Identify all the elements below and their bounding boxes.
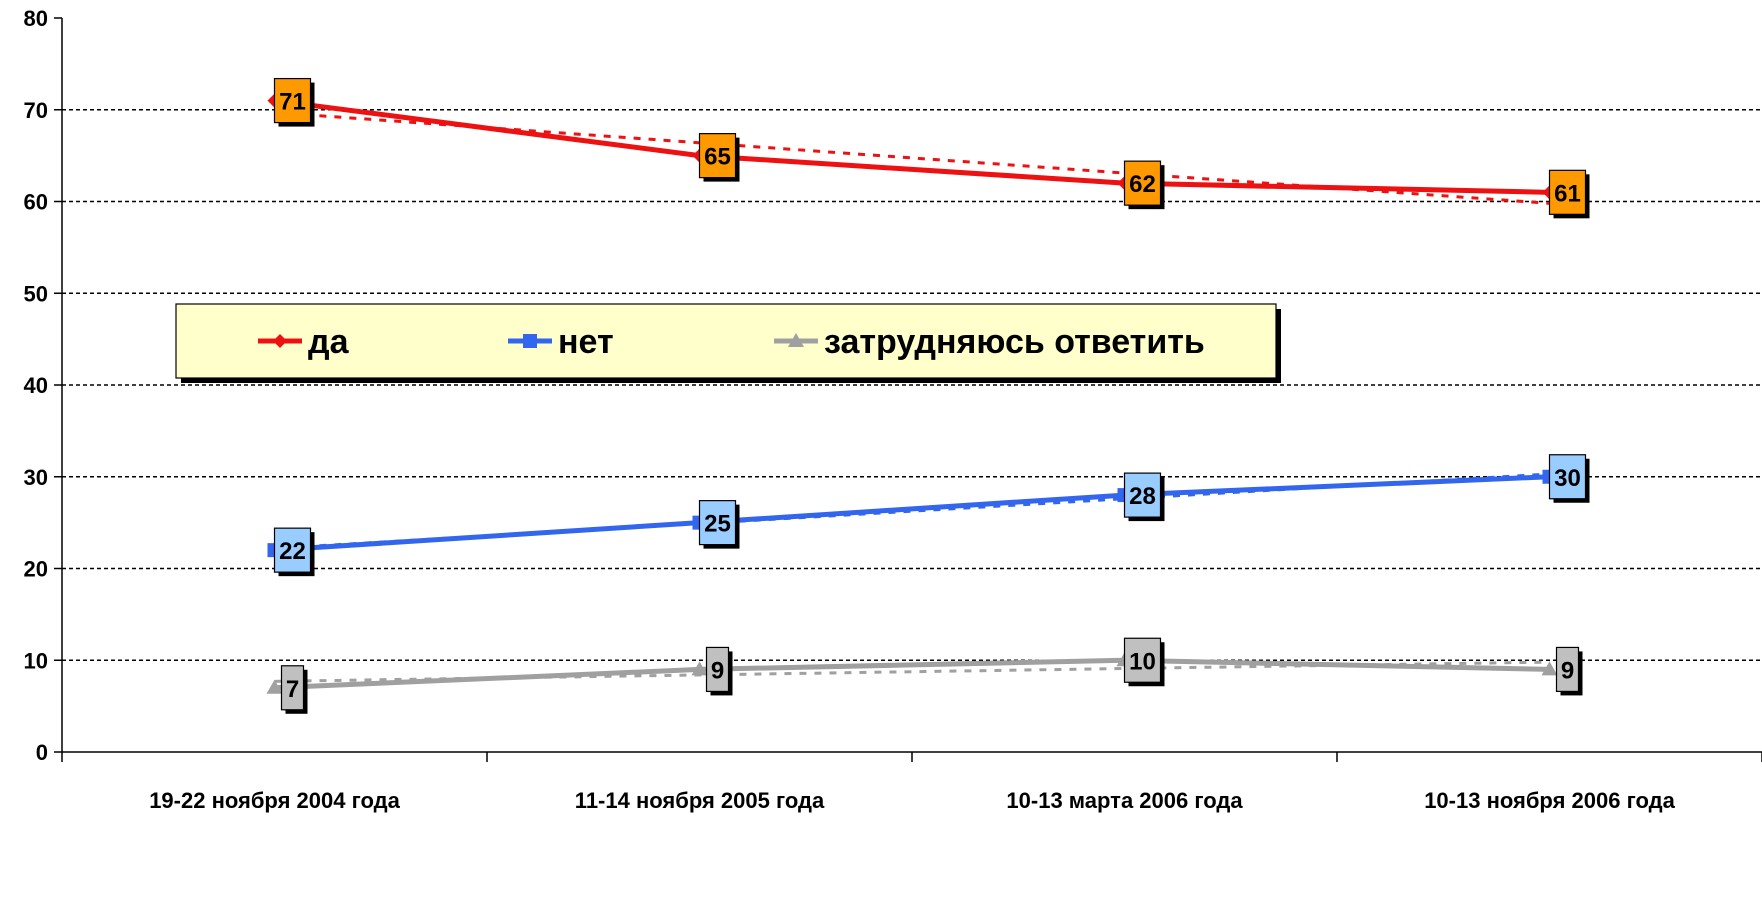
data-label-box — [1123, 472, 1162, 518]
data-label-box — [273, 527, 312, 573]
y-tick-label: 10 — [24, 648, 48, 673]
legend-entry: да — [258, 323, 350, 361]
data-label-box — [1123, 160, 1162, 206]
data-label-box — [698, 133, 737, 179]
y-tick-label: 30 — [24, 465, 48, 490]
data-label-value: 71 — [279, 89, 306, 116]
data-point-marker — [1541, 661, 1558, 676]
data-label-value: 61 — [1554, 180, 1581, 207]
data-point-marker — [691, 661, 708, 676]
series-line — [274, 474, 1550, 553]
data-label: 62 — [1123, 160, 1165, 210]
data-point-marker — [273, 334, 287, 348]
data-label-box — [1555, 646, 1580, 693]
data-label: 65 — [698, 133, 740, 182]
data-label-box — [698, 500, 737, 546]
data-label-value: 28 — [1129, 483, 1156, 510]
data-label: 9 — [1555, 646, 1583, 696]
data-label: 30 — [1548, 454, 1590, 503]
data-point-marker — [523, 334, 537, 348]
data-label-box — [280, 665, 305, 711]
data-label: 10 — [1123, 637, 1165, 687]
data-label-value: 9 — [1561, 657, 1574, 684]
legend-box — [175, 303, 1277, 379]
data-label-box — [1548, 454, 1587, 500]
data-label: 28 — [1123, 472, 1165, 522]
data-label-box — [1548, 169, 1587, 215]
series-lines — [266, 93, 1558, 694]
x-tick-label: 10-13 ноября 2006 года — [1424, 788, 1675, 813]
data-label-box — [705, 646, 730, 693]
data-label: 61 — [1548, 169, 1590, 219]
data-label-box — [1123, 637, 1162, 683]
data-label-value: 7 — [286, 676, 299, 703]
x-tick-label: 10-13 марта 2006 года — [1006, 788, 1243, 813]
data-label: 71 — [273, 77, 315, 127]
data-labels: 71 65 62 61 22 25 28 30 7 9 10 9 — [273, 77, 1590, 714]
data-label: 25 — [698, 500, 740, 549]
data-point-marker — [266, 679, 283, 694]
x-tick-label: 19-22 ноября 2004 года — [149, 788, 400, 813]
y-tick-label: 50 — [24, 281, 48, 306]
y-tick-label: 80 — [24, 6, 48, 31]
y-tick-label: 70 — [24, 98, 48, 123]
legend-label: затрудняюсь ответить — [824, 323, 1205, 361]
y-tick-label: 40 — [24, 373, 48, 398]
legend-label: да — [308, 323, 350, 361]
data-label-value: 22 — [279, 538, 306, 565]
data-label-box — [273, 77, 312, 124]
series-line — [274, 98, 1550, 195]
x-tick-label: 11-14 ноября 2005 года — [575, 788, 825, 813]
trendlines — [274, 111, 1550, 683]
data-label: 7 — [280, 665, 308, 714]
y-tick-label: 0 — [36, 740, 48, 765]
legend: да нет затрудняюсь ответить — [175, 303, 1281, 383]
legend-entry: нет — [508, 323, 614, 361]
data-label: 9 — [705, 646, 733, 696]
y-tick-label: 60 — [24, 190, 48, 215]
series-line — [274, 657, 1550, 691]
data-label-value: 62 — [1129, 171, 1156, 198]
legend-label: нет — [558, 323, 614, 361]
y-tick-label: 20 — [24, 557, 48, 582]
data-label-value: 10 — [1129, 648, 1156, 675]
data-label: 22 — [273, 527, 315, 577]
axes: 0 10 20 30 40 50 60 70 80 19-22 ноября 2004 года 1… — [24, 6, 1762, 813]
data-label-value: 65 — [704, 144, 731, 171]
legend-entry: затрудняюсь ответить — [774, 323, 1205, 361]
data-label-value: 25 — [704, 511, 731, 538]
data-label-value: 30 — [1554, 465, 1581, 492]
data-label-value: 9 — [711, 657, 724, 684]
data-point-marker — [788, 333, 804, 347]
